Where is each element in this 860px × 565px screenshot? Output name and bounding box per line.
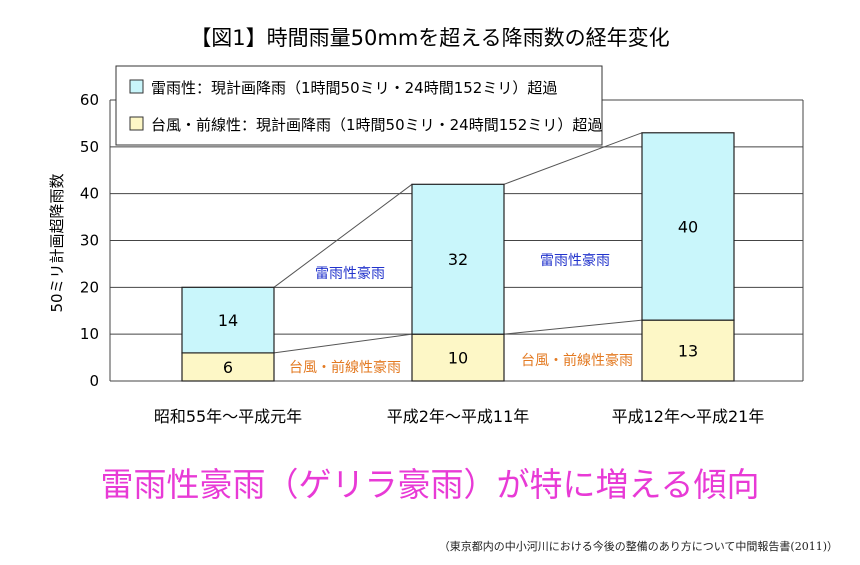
data-label-typhoon: 10 xyxy=(448,349,468,368)
category-labels: 昭和55年～平成元年 平成2年～平成11年 平成12年～平成21年 xyxy=(154,407,765,426)
legend-entry-thunder: 雷雨性：現計画降雨（1時間50ミリ・24時間152ミリ）超過 xyxy=(151,79,557,97)
bar-typhoon xyxy=(181,352,275,382)
legend-entry-typhoon: 台風・前線性：現計画降雨（1時間50ミリ・24時間152ミリ）超過 xyxy=(151,116,602,134)
bar-typhoon xyxy=(411,333,505,382)
annotations: 雷雨性豪雨 雷雨性豪雨 台風・前線性豪雨 台風・前線性豪雨 xyxy=(289,253,633,376)
connector-line-thunder xyxy=(273,183,413,288)
category-label: 平成2年～平成11年 xyxy=(387,407,530,426)
y-tick-label: 0 xyxy=(89,372,99,390)
connector-lines xyxy=(273,132,643,354)
y-tick-labels: 0 10 20 30 40 50 60 xyxy=(80,91,99,390)
legend-box xyxy=(115,65,603,146)
annotation-thunder-2: 雷雨性豪雨 xyxy=(540,253,610,269)
y-tick-label: 60 xyxy=(80,91,99,109)
source-note: （東京都内の中小河川における今後の整備のあり方について中間報告書(2011)） xyxy=(438,540,838,553)
data-label-typhoon: 6 xyxy=(223,358,233,377)
category-label: 昭和55年～平成元年 xyxy=(154,407,302,426)
bar-typhoon xyxy=(641,319,735,382)
data-labels: 6 14 10 32 13 40 xyxy=(218,217,698,377)
legend-swatch-thunder xyxy=(129,79,144,94)
bar-thunder xyxy=(181,286,275,354)
annotation-typhoon-1: 台風・前線性豪雨 xyxy=(289,359,401,376)
annotation-thunder-1: 雷雨性豪雨 xyxy=(315,266,385,282)
data-label-typhoon: 13 xyxy=(678,342,698,361)
connector-line-thunder xyxy=(503,132,643,185)
bar-thunder xyxy=(411,183,505,335)
legend-swatch-typhoon xyxy=(129,116,144,131)
chart-title: 【図1】時間雨量50mmを超える降雨数の経年変化 xyxy=(190,26,670,50)
bar-thunder xyxy=(641,132,735,321)
y-tick-label: 10 xyxy=(80,325,99,343)
y-tick-label: 50 xyxy=(80,138,99,156)
annotation-typhoon-2: 台風・前線性豪雨 xyxy=(521,352,633,369)
data-label-thunder: 14 xyxy=(218,311,238,330)
legend: 雷雨性：現計画降雨（1時間50ミリ・24時間152ミリ）超過 台風・前線性：現計… xyxy=(115,65,603,146)
connector-line-typhoon xyxy=(503,319,643,335)
category-label: 平成12年～平成21年 xyxy=(612,407,765,426)
y-axis-label: 50ミリ計画超降雨数 xyxy=(48,173,66,312)
bars xyxy=(181,132,735,382)
data-label-thunder: 32 xyxy=(448,250,468,269)
headline: 雷雨性豪雨（ゲリラ豪雨）が特に増える傾向 xyxy=(100,465,760,504)
y-tick-label: 20 xyxy=(80,278,99,296)
connector-line-typhoon xyxy=(273,333,413,354)
chart: 0 10 20 30 40 50 60 6 14 10 32 13 40 昭和55年～平成元年 平成2年… xyxy=(48,65,804,426)
y-tick-label: 30 xyxy=(80,232,99,250)
y-tick-label: 40 xyxy=(80,185,99,203)
data-label-thunder: 40 xyxy=(678,217,698,236)
